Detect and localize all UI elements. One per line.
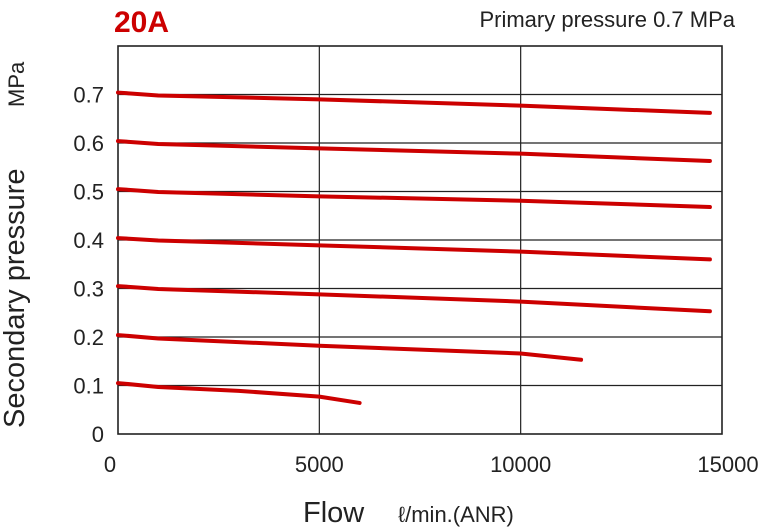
- y-tick-label: 0.2: [73, 325, 104, 350]
- series-line-7: [116, 381, 362, 405]
- series-line-5: [116, 284, 712, 314]
- y-tick-label: 0.6: [73, 131, 104, 156]
- series-line-4: [116, 236, 712, 262]
- y-tick-label: 0.3: [73, 277, 104, 302]
- series-line-2: [116, 139, 712, 163]
- x-axis-unit: ℓ/min.(ANR): [398, 502, 514, 527]
- y-tick-labels: 0 0.1 0.2 0.3 0.4 0.5 0.6 0.7: [73, 83, 104, 448]
- x-tick-label: 10000: [490, 452, 551, 477]
- y-axis-unit: MPa: [4, 61, 29, 107]
- x-tick-label: 0: [104, 452, 116, 477]
- x-tick-label: 15000: [697, 452, 758, 477]
- series-line-1: [116, 90, 712, 115]
- y-tick-label: 0: [92, 422, 104, 447]
- grid-lines: [118, 46, 722, 434]
- series-group: [116, 90, 712, 405]
- x-axis-title: Flow: [303, 497, 365, 529]
- y-axis-title: Secondary pressure: [0, 168, 31, 428]
- series-line-6: [116, 333, 584, 362]
- y-tick-label: 0.4: [73, 228, 104, 253]
- y-tick-label: 0.7: [73, 83, 104, 108]
- x-tick-label: 5000: [295, 452, 344, 477]
- x-tick-labels: 0 5000 10000 15000: [104, 452, 759, 477]
- series-line-3: [116, 187, 712, 210]
- chart-subtitle: Primary pressure 0.7 MPa: [479, 7, 735, 32]
- y-tick-label: 0.1: [73, 374, 104, 399]
- y-tick-label: 0.5: [73, 180, 104, 205]
- chart-title: 20A: [114, 6, 169, 39]
